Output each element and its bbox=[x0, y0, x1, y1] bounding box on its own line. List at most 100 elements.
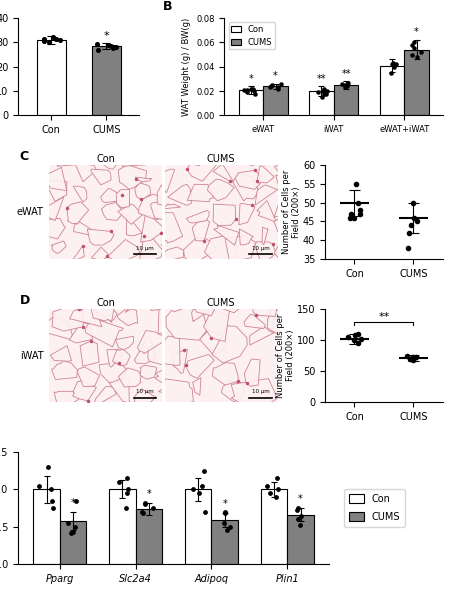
Point bbox=[226, 522, 233, 532]
Point bbox=[409, 213, 416, 223]
Polygon shape bbox=[304, 322, 340, 346]
Text: *: * bbox=[103, 31, 109, 41]
Bar bbox=[308, 91, 333, 115]
Point bbox=[240, 85, 247, 95]
Polygon shape bbox=[85, 318, 123, 347]
Point bbox=[112, 43, 119, 52]
Polygon shape bbox=[192, 377, 201, 395]
Point bbox=[355, 205, 363, 215]
Point bbox=[410, 38, 417, 47]
Point bbox=[354, 329, 361, 338]
Polygon shape bbox=[140, 215, 164, 242]
Point bbox=[41, 35, 48, 44]
Polygon shape bbox=[66, 119, 91, 142]
Bar bbox=[211, 520, 237, 564]
Point bbox=[195, 488, 202, 498]
Point bbox=[115, 477, 122, 487]
Polygon shape bbox=[38, 317, 72, 340]
Point bbox=[408, 198, 415, 208]
Polygon shape bbox=[150, 199, 181, 221]
Polygon shape bbox=[187, 152, 221, 181]
Polygon shape bbox=[44, 123, 63, 140]
Point bbox=[320, 84, 327, 94]
Polygon shape bbox=[69, 322, 92, 343]
Point bbox=[106, 41, 114, 51]
Text: iWAT: iWAT bbox=[20, 350, 43, 361]
Polygon shape bbox=[281, 325, 314, 356]
Polygon shape bbox=[272, 124, 295, 151]
Point bbox=[93, 39, 100, 49]
Polygon shape bbox=[91, 247, 108, 262]
Point bbox=[138, 507, 145, 517]
Polygon shape bbox=[51, 241, 66, 253]
Bar bbox=[184, 490, 211, 564]
Polygon shape bbox=[273, 217, 295, 241]
Polygon shape bbox=[139, 127, 161, 146]
Point bbox=[389, 62, 396, 71]
Polygon shape bbox=[229, 135, 251, 152]
Polygon shape bbox=[139, 365, 156, 379]
Polygon shape bbox=[246, 250, 287, 283]
Polygon shape bbox=[192, 220, 209, 241]
Title: Con: Con bbox=[96, 154, 115, 164]
Polygon shape bbox=[300, 192, 319, 206]
Text: 10 μm: 10 μm bbox=[136, 389, 154, 394]
Point bbox=[342, 82, 350, 91]
Polygon shape bbox=[134, 337, 156, 364]
Point bbox=[403, 243, 410, 253]
Point bbox=[198, 481, 205, 490]
Polygon shape bbox=[77, 367, 99, 386]
Point bbox=[72, 522, 79, 532]
Bar bbox=[33, 490, 60, 564]
Polygon shape bbox=[74, 222, 90, 235]
Polygon shape bbox=[304, 148, 322, 166]
Polygon shape bbox=[225, 255, 259, 279]
Point bbox=[274, 83, 281, 92]
Polygon shape bbox=[157, 130, 184, 149]
Point bbox=[344, 332, 351, 341]
Polygon shape bbox=[171, 257, 196, 277]
Point bbox=[199, 466, 207, 476]
Polygon shape bbox=[276, 254, 310, 280]
Polygon shape bbox=[300, 208, 336, 224]
Point bbox=[124, 485, 131, 494]
Bar bbox=[333, 85, 358, 115]
Polygon shape bbox=[87, 229, 114, 245]
Point bbox=[411, 353, 419, 362]
Polygon shape bbox=[116, 189, 129, 208]
Point bbox=[340, 80, 347, 90]
Point bbox=[387, 59, 395, 69]
Point bbox=[346, 209, 353, 219]
Point bbox=[69, 527, 77, 537]
Polygon shape bbox=[169, 334, 179, 346]
Point bbox=[109, 44, 116, 53]
Text: eWAT: eWAT bbox=[17, 207, 43, 217]
Polygon shape bbox=[134, 183, 151, 199]
Polygon shape bbox=[190, 196, 220, 223]
Polygon shape bbox=[258, 125, 280, 145]
Polygon shape bbox=[38, 218, 65, 239]
Point bbox=[353, 338, 360, 348]
Point bbox=[319, 86, 326, 96]
Polygon shape bbox=[189, 233, 205, 259]
Point bbox=[110, 43, 117, 52]
Point bbox=[403, 351, 410, 361]
Polygon shape bbox=[188, 284, 224, 316]
Text: *: * bbox=[413, 28, 418, 37]
Polygon shape bbox=[148, 291, 168, 310]
Polygon shape bbox=[267, 310, 298, 339]
Point bbox=[267, 80, 275, 90]
Polygon shape bbox=[193, 362, 212, 386]
Polygon shape bbox=[186, 211, 209, 223]
Polygon shape bbox=[212, 284, 242, 313]
Point bbox=[344, 78, 351, 88]
Polygon shape bbox=[137, 331, 165, 354]
Polygon shape bbox=[122, 295, 143, 306]
Polygon shape bbox=[185, 150, 204, 166]
Point bbox=[389, 58, 396, 68]
Polygon shape bbox=[124, 302, 142, 313]
Title: Con: Con bbox=[96, 298, 115, 308]
Polygon shape bbox=[115, 336, 133, 350]
Point bbox=[247, 84, 254, 94]
Polygon shape bbox=[50, 346, 71, 361]
